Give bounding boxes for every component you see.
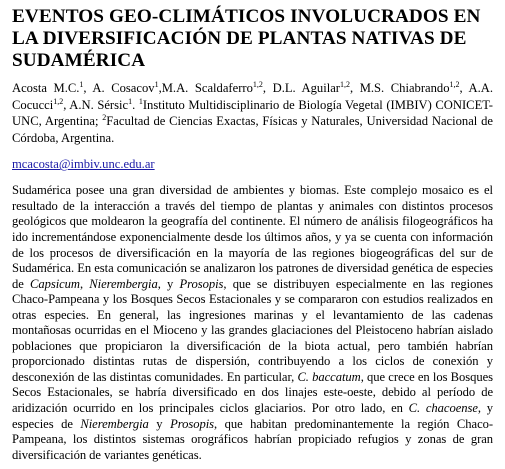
affiliation-marker: 1,2 [53,96,63,105]
species-name: Prosopis [179,277,223,291]
species-name: C. chacoense [409,401,478,415]
abstract-text: , que se distribuyen especialmente en la… [12,277,493,384]
affiliation-marker: 1,2 [450,80,460,89]
abstract-body: Sudamérica posee una gran diversidad de … [12,183,493,463]
author-name: , A.N. Sérsic [63,98,128,112]
species-name: C. baccatum [297,370,360,384]
affiliation-marker: 1,2 [340,80,350,89]
author-name: , D.L. Aguilar [263,81,340,95]
author-name: Acosta M.C. [12,81,79,95]
author-name: , M.S. Chiabrando [350,81,450,95]
abstract-text: y [149,417,170,431]
species-name: Prosopis [170,417,214,431]
contact-email: mcacosta@imbiv.unc.edu.ar [12,156,493,172]
author-name: ,M.A. Scaldaferro [159,81,253,95]
affiliation-marker: 1,2 [253,80,263,89]
author-list: Acosta M.C.1, A. Cosacov1,M.A. Scaldafer… [12,80,493,146]
species-name: Nierembergia [89,277,157,291]
abstract-text: Sudamérica posee una gran diversidad de … [12,183,493,290]
author-name: , A. Cosacov [83,81,154,95]
abstract-text: , [80,277,89,291]
paper-title: EVENTOS GEO-CLIMÁTICOS INVOLUCRADOS EN L… [12,6,493,72]
abstract-text: , y [158,277,180,291]
species-name: Capsicum [30,277,80,291]
species-name: Nierembergia [80,417,148,431]
email-link[interactable]: mcacosta@imbiv.unc.edu.ar [12,157,155,171]
affiliation-separator: . [132,98,139,112]
